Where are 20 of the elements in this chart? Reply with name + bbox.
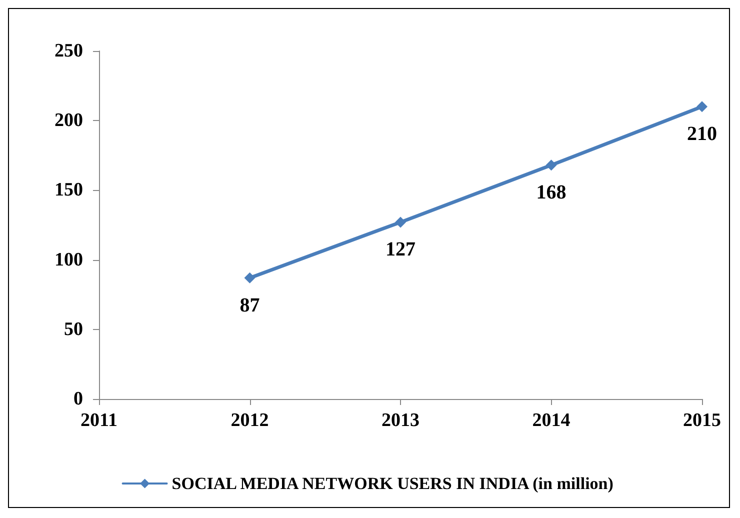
x-tick-label: 2015 bbox=[683, 410, 721, 431]
y-tick-label: 100 bbox=[54, 249, 83, 270]
point bbox=[546, 160, 557, 171]
y-tick-label: 250 bbox=[54, 40, 83, 62]
y-tick-label: 200 bbox=[54, 110, 83, 132]
data-label: 127 bbox=[386, 238, 416, 261]
data-label: 210 bbox=[687, 123, 717, 146]
point bbox=[244, 272, 256, 284]
x-tick-label: 2014 bbox=[532, 410, 571, 431]
x-tick-label: 2013 bbox=[382, 410, 420, 431]
y-tick-label: 0 bbox=[74, 388, 83, 410]
data-label: 168 bbox=[536, 182, 566, 204]
x-tick-label: 2011 bbox=[80, 410, 118, 431]
point bbox=[395, 216, 406, 228]
point bbox=[696, 101, 708, 112]
x-tick-label: 2012 bbox=[230, 410, 269, 431]
legend-label: SOCIAL MEDIA NETWORK USERS IN INDIA (in million) bbox=[172, 474, 614, 493]
data-label: 87 bbox=[240, 294, 260, 316]
y-tick-label: 50 bbox=[64, 318, 83, 340]
y-tick-label: 150 bbox=[54, 180, 83, 201]
